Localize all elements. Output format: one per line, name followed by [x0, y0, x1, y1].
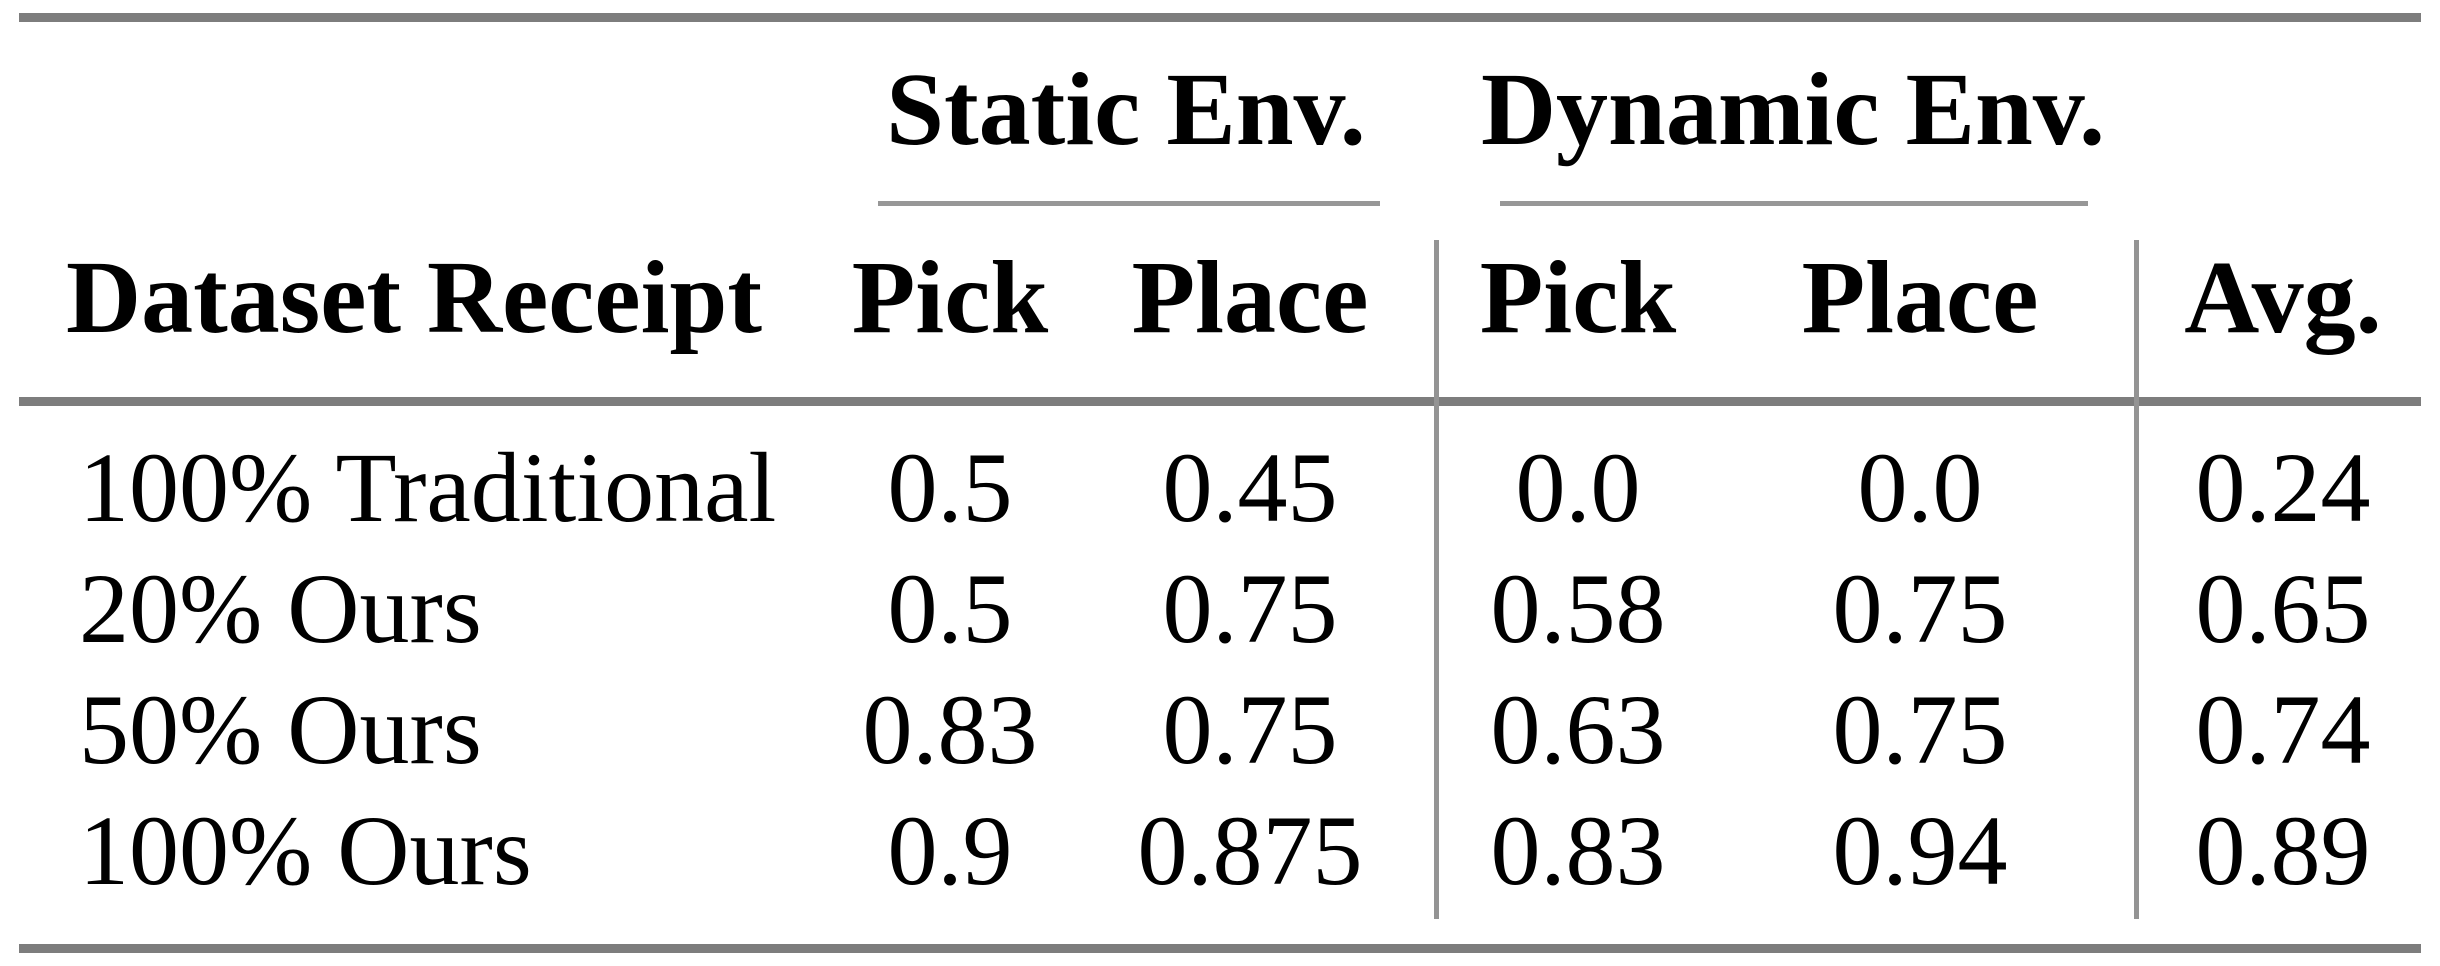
- col-header-avg: Avg.: [2184, 240, 2382, 355]
- cell-dynamic-pick: 0.63: [1490, 674, 1666, 785]
- dynamic-env-cmidrule: [1500, 201, 2088, 206]
- vertical-separator-dynamic-avg: [2134, 240, 2139, 919]
- cell-static-place: 0.45: [1162, 432, 1338, 543]
- cell-avg: 0.89: [2195, 795, 2371, 906]
- cell-dynamic-pick: 0.83: [1490, 795, 1666, 906]
- cell-dynamic-pick: 0.0: [1515, 432, 1641, 543]
- cell-avg: 0.74: [2195, 674, 2371, 785]
- cell-dynamic-place: 0.75: [1832, 553, 2008, 664]
- col-header-static-pick: Pick: [851, 240, 1049, 355]
- table-bottom-rule: [19, 944, 2421, 953]
- cell-dynamic-place: 0.94: [1832, 795, 2008, 906]
- vertical-separator-static-dynamic: [1434, 240, 1439, 919]
- table-top-rule: [19, 13, 2421, 22]
- column-group-label-dynamic-env: Dynamic Env.: [1480, 52, 2106, 167]
- cell-static-place: 0.75: [1162, 553, 1338, 664]
- col-header-dynamic-pick: Pick: [1479, 240, 1677, 355]
- row-label: 50% Ours: [79, 674, 482, 785]
- cell-avg: 0.24: [2195, 432, 2371, 543]
- cell-dynamic-pick: 0.58: [1490, 553, 1666, 664]
- cell-static-place: 0.875: [1137, 795, 1363, 906]
- static-env-cmidrule: [878, 201, 1380, 206]
- cell-avg: 0.65: [2195, 553, 2371, 664]
- col-header-dataset-receipt: Dataset Receipt: [66, 240, 762, 355]
- cell-static-pick: 0.5: [887, 432, 1013, 543]
- cell-static-pick: 0.5: [887, 553, 1013, 664]
- cell-static-pick: 0.9: [887, 795, 1013, 906]
- column-group-label-static-env: Static Env.: [886, 52, 1366, 167]
- cell-static-pick: 0.83: [862, 674, 1038, 785]
- row-label: 20% Ours: [79, 553, 482, 664]
- cell-static-place: 0.75: [1162, 674, 1338, 785]
- col-header-static-place: Place: [1131, 240, 1369, 355]
- col-header-dynamic-place: Place: [1801, 240, 2039, 355]
- cell-dynamic-place: 0.0: [1857, 432, 1983, 543]
- cell-dynamic-place: 0.75: [1832, 674, 2008, 785]
- table-header-midrule: [19, 397, 2421, 406]
- row-label: 100% Ours: [79, 795, 532, 906]
- row-label: 100% Traditional: [79, 432, 777, 543]
